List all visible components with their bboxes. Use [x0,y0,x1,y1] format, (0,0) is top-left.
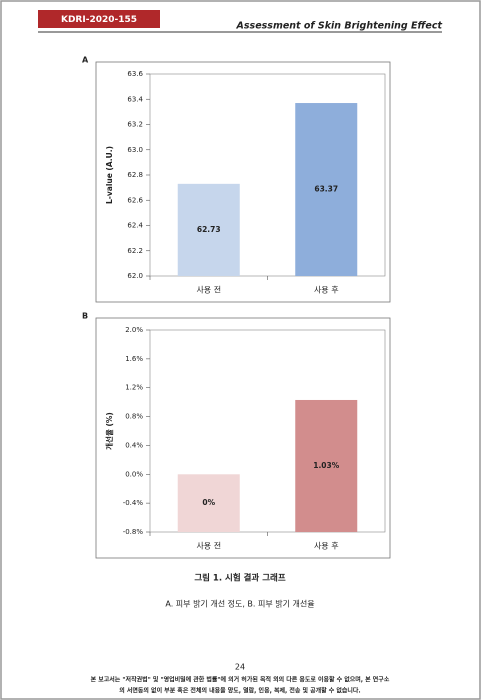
y-tick-label: 63.0 [127,146,143,154]
value-label: 1.03% [313,461,340,470]
y-tick-label: 1.2% [125,384,143,392]
value-label: 62.73 [197,225,221,234]
y-tick-label: 63.4 [127,95,143,103]
value-label: 63.37 [314,185,338,194]
bar [295,103,358,276]
x-tick-label: 사용 후 [314,286,339,295]
code-badge [38,10,160,28]
footer-line: 본 보고서는 "저작권법" 및 "영업비밀에 관한 법률"에 의거 허가된 목적… [91,676,390,684]
y-tick-label: 0.4% [125,441,143,449]
report-code: KDRI-2020-155 [61,15,137,25]
report-title: Assessment of Skin Brightening Effect [236,21,443,32]
y-tick-label: 63.6 [127,70,143,78]
y-tick-label: 62.8 [127,171,143,179]
caption-title: 그림 1. 시험 결과 그래프 [194,573,286,584]
bar [177,183,240,276]
y-tick-label: 0.8% [125,413,143,421]
y-tick-label: -0.4% [123,499,144,507]
x-tick-label: 사용 후 [314,542,339,551]
caption-subtitle: A. 피부 밝기 개선 정도, B. 피부 밝기 개선율 [165,599,314,609]
footer-line: 의 서면동의 없이 부분 혹은 전체의 내용을 양도, 열람, 인용, 복제, … [119,687,360,695]
y-tick-label: 62.0 [127,272,143,280]
charts: A 62.0 62.2 62.4 62.6 62.8 63.0 63.2 63.4 63.6 L-v… [82,56,391,559]
panel-label: A [82,56,89,65]
x-tick-label: 사용 전 [196,285,221,295]
y-axis-label: L-value (A.U.) [105,146,114,204]
panel-label: B [82,312,88,321]
value-label: 0% [202,498,215,507]
y-tick-label: 0.0% [125,470,143,478]
bar [177,474,240,532]
y-tick-label: 62.6 [127,196,143,204]
bar [295,399,358,532]
page-number: 24 [235,663,245,672]
y-tick-label: 2.0% [125,326,143,334]
y-tick-label: 62.4 [127,222,143,230]
y-tick-label: 1.6% [125,355,143,363]
x-tick-label: 사용 전 [196,541,221,551]
y-tick-label: 63.2 [127,121,143,129]
y-tick-label: 62.2 [127,247,143,255]
y-axis-label: 개선율 (%) [104,412,114,450]
y-tick-label: -0.8% [123,528,144,536]
